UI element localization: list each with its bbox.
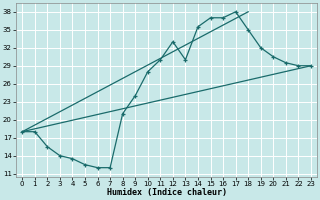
X-axis label: Humidex (Indice chaleur): Humidex (Indice chaleur) <box>107 188 227 197</box>
